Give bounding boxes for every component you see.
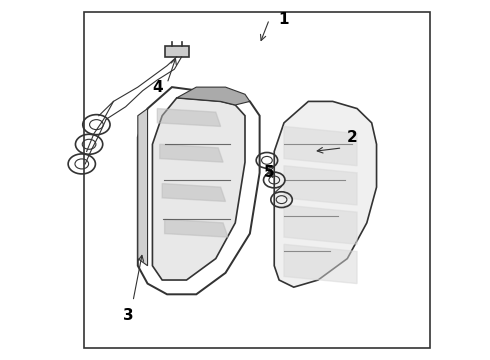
Polygon shape [157,109,220,126]
Polygon shape [165,219,228,237]
Polygon shape [160,144,223,162]
Bar [84,12,430,348]
Polygon shape [138,109,147,266]
Text: 5: 5 [264,165,275,180]
Text: 2: 2 [347,130,358,145]
Text: 3: 3 [123,308,133,323]
Polygon shape [152,98,245,280]
Polygon shape [162,184,225,202]
Polygon shape [274,102,376,287]
Polygon shape [177,87,250,105]
Polygon shape [284,244,357,284]
Polygon shape [284,166,357,205]
Text: 4: 4 [152,80,163,95]
Polygon shape [284,126,357,166]
Text: 1: 1 [279,12,289,27]
Polygon shape [284,205,357,244]
Bar [165,46,189,57]
